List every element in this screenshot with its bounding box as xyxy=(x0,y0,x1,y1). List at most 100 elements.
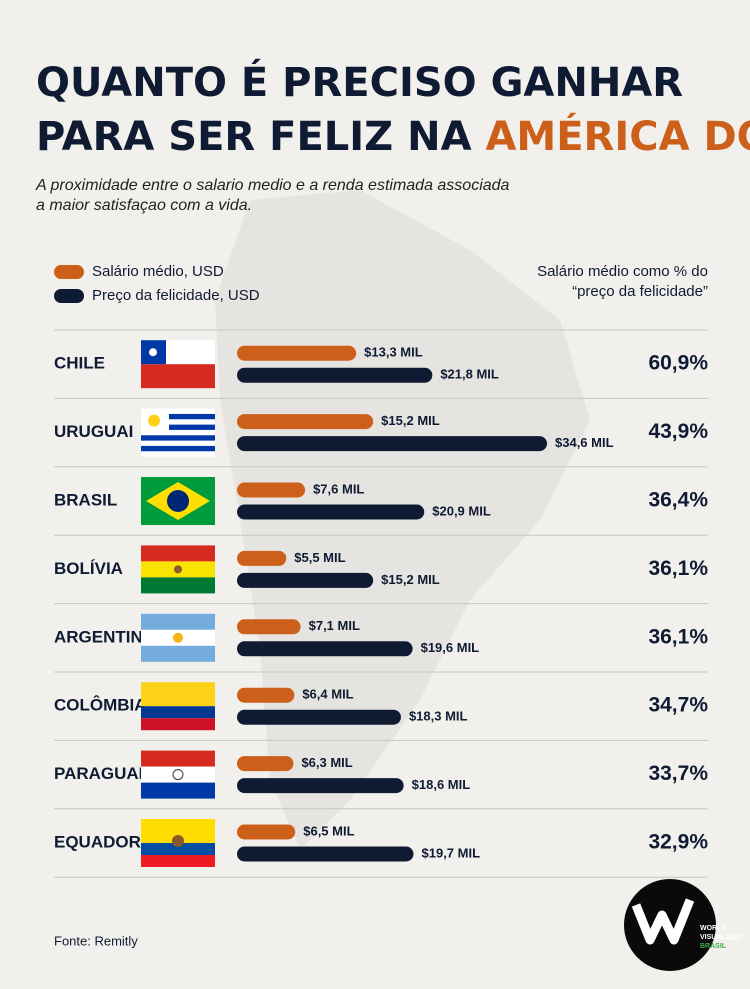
legend-swatch xyxy=(54,289,84,303)
subtitle-1: A proximidade entre o salario medio e a … xyxy=(35,177,510,194)
bar xyxy=(237,414,374,430)
value-label: $19,6 MIL xyxy=(421,640,480,655)
bar xyxy=(237,687,295,703)
ratio-label: 34,7% xyxy=(648,694,708,717)
value-label: $5,5 MIL xyxy=(294,550,345,565)
category-label: PARAGUAI xyxy=(54,764,143,783)
flag xyxy=(141,766,215,783)
ratio-label: 33,7% xyxy=(648,762,708,785)
flag xyxy=(141,445,215,452)
bar xyxy=(237,367,433,383)
source: Fonte: Remitly xyxy=(54,933,138,948)
value-label: $6,4 MIL xyxy=(302,687,353,702)
flag xyxy=(141,545,215,562)
category-label: EQUADOR xyxy=(54,832,141,851)
flag xyxy=(141,364,215,389)
flag-group xyxy=(141,340,215,389)
bar xyxy=(237,619,301,635)
flag xyxy=(141,435,215,441)
value-label: $34,6 MIL xyxy=(555,435,614,450)
bar xyxy=(237,778,404,794)
value-label: $18,6 MIL xyxy=(412,777,471,792)
ratio-header-2: “preço da felicidade” xyxy=(572,283,708,300)
flag xyxy=(174,565,182,574)
bar xyxy=(237,572,374,588)
flag xyxy=(172,769,184,781)
bar xyxy=(237,756,294,772)
title-line-2: PARA SER FELIZ NA AMÉRICA DO SUL? xyxy=(36,112,750,160)
ratio-label: 36,4% xyxy=(648,489,708,512)
bar xyxy=(237,436,547,452)
flag xyxy=(141,718,215,731)
flag xyxy=(167,490,189,512)
bar xyxy=(237,824,296,840)
title-line-1: QUANTO É PRECISO GANHAR xyxy=(36,58,683,106)
ratio-label: 36,1% xyxy=(648,557,708,580)
flag xyxy=(141,750,215,767)
ratio-label: 60,9% xyxy=(648,352,708,375)
subtitle-2: a maior satisfaçao com a vida. xyxy=(36,197,252,214)
bar xyxy=(237,345,357,361)
value-label: $15,2 MIL xyxy=(381,413,440,428)
flag xyxy=(141,613,215,630)
value-label: $7,6 MIL xyxy=(313,481,364,496)
value-label: $13,3 MIL xyxy=(364,345,423,360)
flag xyxy=(149,348,157,357)
flag xyxy=(173,632,183,643)
category-label: COLÔMBIA xyxy=(54,696,147,715)
ratio-header-1: Salário médio como % do xyxy=(537,263,708,280)
bar xyxy=(237,482,306,498)
flag-group xyxy=(141,613,215,662)
bar xyxy=(237,709,401,725)
flag-group xyxy=(141,477,215,525)
category-label: URUGUAI xyxy=(54,422,133,441)
flag xyxy=(141,645,215,662)
flag xyxy=(172,835,184,847)
flag-group xyxy=(141,750,215,799)
value-label: $6,3 MIL xyxy=(301,755,352,770)
flag xyxy=(141,682,215,707)
ratio-label: 32,9% xyxy=(648,831,708,854)
category-label: ARGENTINA xyxy=(54,627,155,646)
title-text: PARA SER FELIZ NA xyxy=(36,114,472,160)
legend-swatch xyxy=(54,265,84,279)
ratio-label: 36,1% xyxy=(648,625,708,648)
flag xyxy=(141,855,215,867)
value-label: $7,1 MIL xyxy=(309,618,360,633)
flag xyxy=(141,782,215,799)
bar xyxy=(237,641,413,657)
flag xyxy=(141,577,215,594)
flag xyxy=(141,843,215,855)
flag xyxy=(148,414,160,427)
value-label: $18,3 MIL xyxy=(409,709,468,724)
flag xyxy=(141,424,215,430)
bar xyxy=(237,846,414,862)
bar xyxy=(237,550,287,566)
flag xyxy=(141,706,215,719)
bar xyxy=(237,504,425,520)
flag xyxy=(141,413,215,420)
flag-group xyxy=(141,819,215,867)
flag-group xyxy=(141,545,215,594)
logo-text: BRASIL xyxy=(700,943,727,950)
value-label: $21,8 MIL xyxy=(440,367,499,382)
logo: WORLD VISUALIZED BRASIL xyxy=(624,879,742,971)
title-highlight: AMÉRICA DO SUL xyxy=(485,112,750,160)
category-label: BOLÍVIA xyxy=(54,559,123,578)
flag-group xyxy=(141,408,215,457)
logo-mark xyxy=(631,898,695,945)
map-shape xyxy=(215,190,590,850)
logo-text: WORLD xyxy=(700,925,726,932)
logo-text: VISUALIZED xyxy=(700,934,742,941)
legend-label: Preço da felicidade, USD xyxy=(92,287,260,304)
category-label: BRASIL xyxy=(54,490,117,509)
value-label: $15,2 MIL xyxy=(381,572,440,587)
ratio-label: 43,9% xyxy=(648,420,708,443)
value-label: $6,5 MIL xyxy=(303,823,354,838)
value-label: $20,9 MIL xyxy=(432,503,491,518)
flag-group xyxy=(141,682,215,731)
legend-label: Salário médio, USD xyxy=(92,263,224,280)
category-label: CHILE xyxy=(54,354,105,373)
value-label: $19,7 MIL xyxy=(422,845,481,860)
